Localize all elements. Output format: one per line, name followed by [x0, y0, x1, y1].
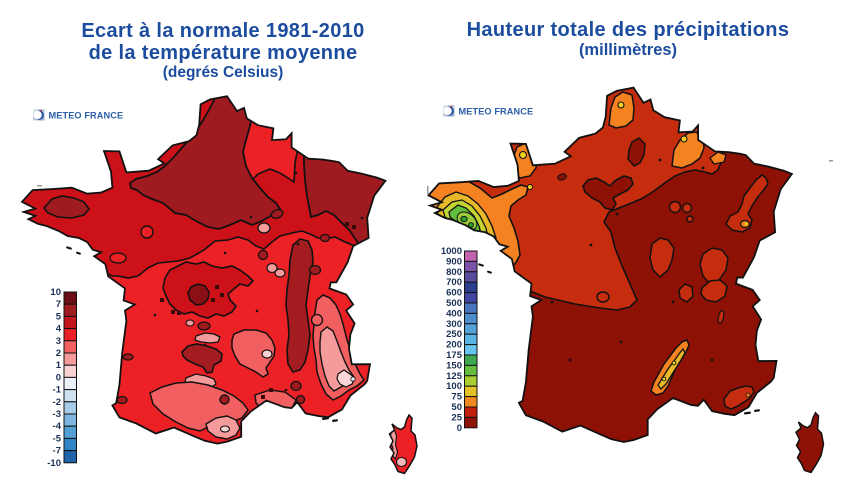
svg-text:5: 5 [56, 311, 62, 322]
svg-text:10: 10 [50, 287, 61, 298]
svg-text:900: 900 [446, 256, 462, 267]
svg-text:2: 2 [56, 348, 61, 359]
svg-text:METEO FRANCE: METEO FRANCE [49, 110, 124, 120]
svg-text:400: 400 [446, 308, 462, 319]
svg-text:1: 1 [56, 360, 62, 371]
svg-text:300: 300 [446, 319, 462, 330]
svg-text:4: 4 [56, 324, 62, 335]
svg-text:METEO FRANCE: METEO FRANCE [459, 106, 534, 116]
svg-text:125: 125 [446, 371, 463, 382]
svg-text:250: 250 [446, 329, 462, 340]
svg-text:175: 175 [446, 350, 463, 361]
svg-text:-1: -1 [53, 385, 62, 396]
svg-text:600: 600 [446, 288, 462, 299]
svg-text:500: 500 [446, 298, 462, 309]
svg-text:-2: -2 [53, 397, 61, 408]
svg-text:50: 50 [451, 402, 462, 413]
svg-text:25: 25 [451, 412, 462, 423]
svg-text:150: 150 [446, 360, 462, 371]
svg-text:800: 800 [446, 267, 462, 278]
svg-text:200: 200 [446, 340, 462, 351]
svg-text:-7: -7 [53, 446, 61, 457]
svg-text:75: 75 [451, 392, 462, 403]
svg-text:7: 7 [56, 299, 61, 310]
svg-text:3: 3 [56, 336, 61, 347]
svg-text:-5: -5 [53, 433, 62, 444]
svg-text:100: 100 [446, 381, 462, 392]
svg-text:-10: -10 [47, 458, 61, 469]
svg-text:1000: 1000 [441, 246, 462, 257]
svg-text:-3: -3 [53, 409, 61, 420]
svg-text:-4: -4 [53, 421, 62, 432]
svg-text:0: 0 [457, 423, 462, 434]
svg-text:700: 700 [446, 277, 462, 288]
svg-text:0: 0 [56, 372, 61, 383]
